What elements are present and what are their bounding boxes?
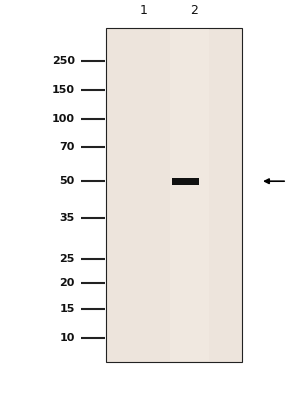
Bar: [170, 29, 209, 361]
Text: 25: 25: [60, 254, 75, 264]
Text: 2: 2: [190, 4, 198, 16]
Text: 50: 50: [60, 176, 75, 186]
Text: 250: 250: [52, 56, 75, 66]
Text: 15: 15: [60, 304, 75, 314]
FancyBboxPatch shape: [172, 178, 199, 185]
Text: 35: 35: [60, 213, 75, 222]
Text: 150: 150: [52, 85, 75, 95]
Text: 100: 100: [52, 114, 75, 124]
FancyBboxPatch shape: [106, 28, 242, 362]
Text: 20: 20: [60, 278, 75, 288]
Text: 70: 70: [60, 142, 75, 152]
Text: 1: 1: [140, 4, 147, 16]
Text: 10: 10: [60, 333, 75, 343]
